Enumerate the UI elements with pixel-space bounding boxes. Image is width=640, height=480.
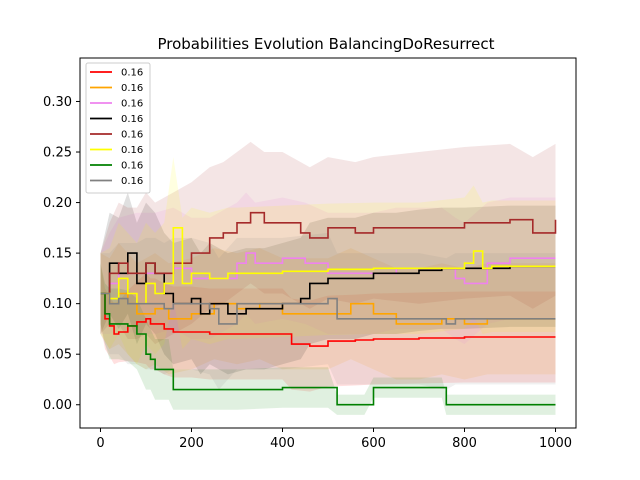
- y-tick-label: 0.30: [43, 95, 72, 110]
- line-series-7: [100, 292, 556, 406]
- plot-frame: [79, 57, 577, 429]
- legend-label-7: 0.16: [121, 161, 143, 172]
- series-lines: [100, 211, 557, 406]
- legend-box: [85, 62, 151, 194]
- y-tick-label: 0.00: [43, 398, 72, 413]
- legend-label-8: 0.16: [121, 176, 143, 187]
- band-series-8: [100, 232, 556, 390]
- x-tick-label: 0: [96, 436, 104, 451]
- x-tick-label: 400: [270, 436, 295, 451]
- y-tick-label: 0.20: [43, 196, 72, 211]
- x-tick-label: 800: [452, 436, 477, 451]
- band-series-5: [100, 141, 556, 345]
- legend-label-3: 0.16: [121, 99, 143, 110]
- legend-label-6: 0.16: [121, 145, 143, 156]
- line-series-6: [100, 227, 556, 305]
- line-series-8: [100, 292, 556, 325]
- band-series-7: [100, 263, 556, 415]
- legend-label-1: 0.16: [121, 68, 143, 79]
- plot-area: [79, 57, 577, 429]
- legend: 0.16 0.16 0.16 0.16 0.16 0.16 0.16 0.16: [85, 62, 151, 194]
- x-axis: 0 200 400 600 800 1000: [96, 428, 572, 451]
- legend-label-5: 0.16: [121, 130, 143, 141]
- chart-title: Probabilities Evolution BalancingDoResur…: [157, 35, 494, 53]
- y-tick-label: 0.05: [43, 348, 72, 363]
- x-tick-label: 600: [361, 436, 386, 451]
- band-series-2: [100, 243, 556, 380]
- x-tick-label: 1000: [539, 436, 572, 451]
- line-series-1: [100, 292, 556, 347]
- y-tick-label: 0.25: [43, 146, 72, 161]
- line-series-5: [100, 211, 557, 295]
- y-axis: 0.00 0.05 0.10 0.15 0.20 0.25 0.30: [43, 95, 80, 413]
- y-tick-label: 0.10: [43, 297, 72, 312]
- legend-label-4: 0.16: [121, 114, 143, 125]
- y-tick-label: 0.15: [43, 247, 72, 262]
- x-tick-label: 200: [179, 436, 204, 451]
- legend-label-2: 0.16: [121, 83, 143, 94]
- line-series-4: [100, 252, 556, 315]
- band-series-1: [100, 263, 556, 392]
